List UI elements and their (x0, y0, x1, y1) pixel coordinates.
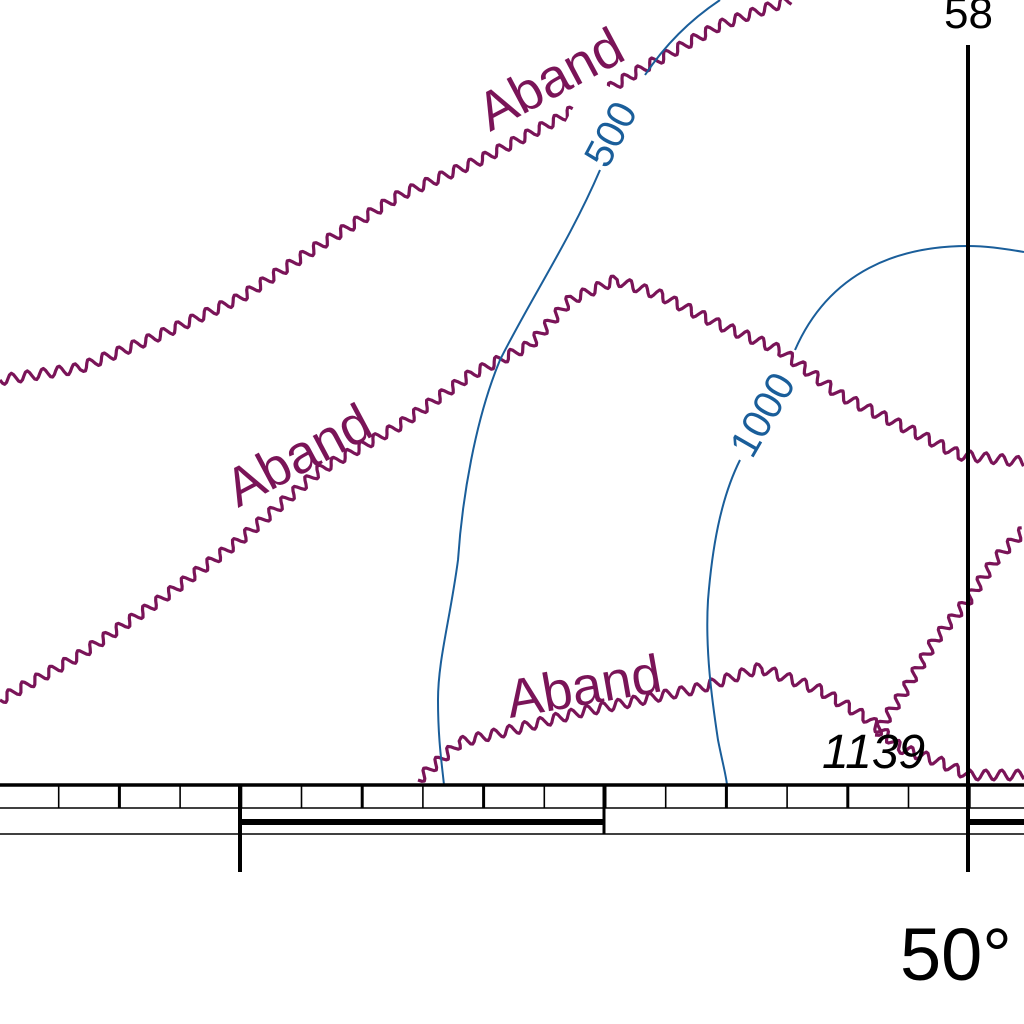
abandoned-line-right (874, 526, 1023, 737)
contour-1000 (706, 244, 1024, 786)
scale-ticks (57, 785, 971, 808)
aband-label-lower: Aband (502, 644, 666, 730)
abandoned-line-lower (417, 662, 1024, 783)
chart-border (0, 45, 1024, 872)
depth-contours (436, 0, 1024, 786)
contour-label-mask-1000 (699, 359, 820, 463)
latitude-label: 50° (900, 913, 1012, 996)
contour-label-mask-500 (561, 76, 670, 172)
top-right-label: 58 (944, 0, 993, 38)
abandoned-line-upper (0, 0, 793, 386)
spot-elevation: 1139 (822, 726, 925, 779)
aband-label-middle: Aband (215, 392, 381, 518)
abandoned-line-middle (0, 274, 1024, 704)
contour-500 (436, 0, 721, 786)
